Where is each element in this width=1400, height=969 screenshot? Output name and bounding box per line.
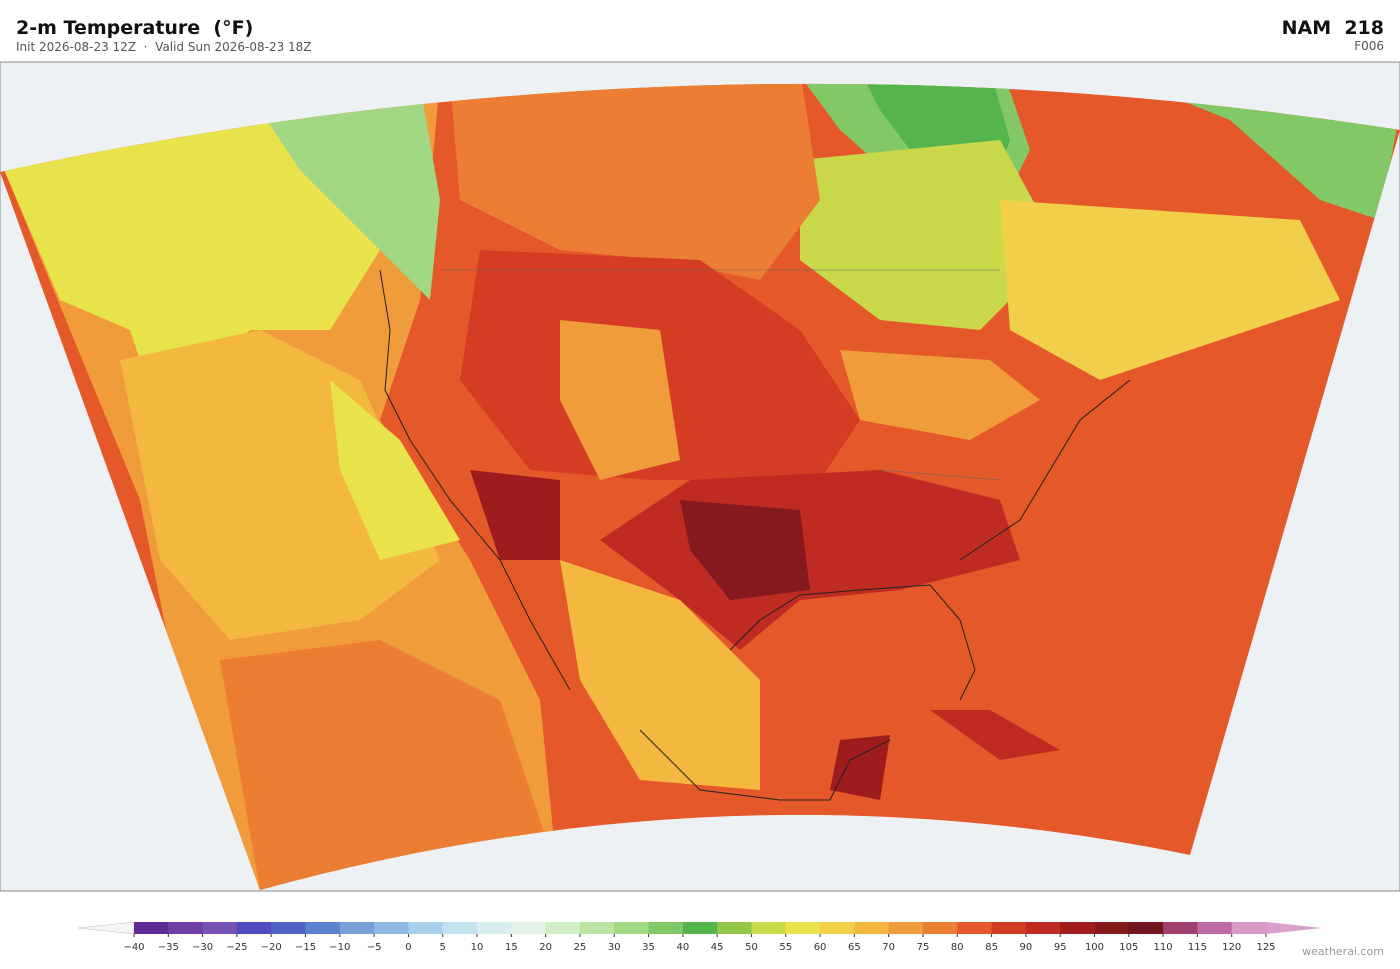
colorbar-segment xyxy=(168,922,204,934)
colorbar-segment xyxy=(579,922,615,934)
colorbar-over xyxy=(1266,922,1322,934)
colorbar-tick-label: −15 xyxy=(295,942,316,953)
colorbar-segment xyxy=(682,922,718,934)
colorbar-tick-label: 5 xyxy=(440,942,446,953)
colorbar: −40 −35 −30 −25 −20 −15 −10 −5 0 5 10 15 20 25 30 35 40 4… xyxy=(77,921,1322,953)
colorbar-segment xyxy=(922,922,958,934)
colorbar-tick-label: 30 xyxy=(608,942,621,953)
colorbar-segment xyxy=(236,922,272,934)
colorbar-segment xyxy=(305,922,341,934)
colorbar-tick-label: −10 xyxy=(329,942,350,953)
colorbar-tick-label: 95 xyxy=(1054,942,1067,953)
colorbar-segment xyxy=(1094,922,1130,934)
temperature-field xyxy=(0,83,1400,891)
colorbar-segment xyxy=(1231,922,1267,934)
colorbar-tick-label: 85 xyxy=(985,942,998,953)
colorbar-segment xyxy=(374,922,409,934)
colorbar-tick-label: 20 xyxy=(539,942,552,953)
colorbar-tick-label: 100 xyxy=(1085,942,1104,953)
colorbar-tick-label: 125 xyxy=(1256,942,1275,953)
colorbar-segment xyxy=(442,922,478,934)
forecast-hour: F006 xyxy=(1354,39,1384,53)
colorbar-tick-label: 50 xyxy=(745,942,758,953)
colorbar-segment xyxy=(888,922,924,934)
colorbar-segment xyxy=(339,922,375,934)
model-name: NAM 218 xyxy=(1282,17,1384,39)
colorbar-segment xyxy=(614,922,650,934)
colorbar-tick-label: 110 xyxy=(1154,942,1173,953)
colorbar-segment xyxy=(648,922,684,934)
colorbar-tick-label: 40 xyxy=(676,942,689,953)
colorbar-tick-label: 90 xyxy=(1020,942,1033,953)
colorbar-segment xyxy=(1197,922,1233,934)
colorbar-segment xyxy=(477,922,512,934)
colorbar-tick-label: −20 xyxy=(261,942,282,953)
colorbar-segment xyxy=(202,922,238,934)
colorbar-segment xyxy=(545,922,581,934)
colorbar-segment xyxy=(1163,922,1198,934)
colorbar-segment xyxy=(751,922,787,934)
colorbar-segment xyxy=(854,922,890,934)
colorbar-tick-label: 60 xyxy=(814,942,827,953)
colorbar-tick-label: 70 xyxy=(882,942,895,953)
colorbar-segment xyxy=(820,922,855,934)
colorbar-tick-label: 80 xyxy=(951,942,964,953)
colorbar-tick-label: 105 xyxy=(1119,942,1138,953)
colorbar-tick-label: −25 xyxy=(226,942,247,953)
coastlines xyxy=(379,269,1131,801)
colorbar-segment xyxy=(271,922,307,934)
colorbar-segment xyxy=(957,922,993,934)
colorbar-segment xyxy=(1025,922,1061,934)
colorbar-segment xyxy=(1128,922,1164,934)
colorbar-tick-label: −30 xyxy=(192,942,213,953)
colorbar-tick-label: 75 xyxy=(917,942,930,953)
colorbar-under xyxy=(77,921,135,935)
colorbar-tick-label: 10 xyxy=(471,942,484,953)
colorbar-tick-label: 65 xyxy=(848,942,861,953)
map xyxy=(0,61,1400,892)
colorbar-segment xyxy=(1060,922,1095,934)
colorbar-segment xyxy=(991,922,1027,934)
colorbar-segment xyxy=(785,922,821,934)
title: 2-m Temperature (°F) xyxy=(16,17,253,39)
colorbar-tick-label: −40 xyxy=(123,942,144,953)
colorbar-tick-label: 55 xyxy=(779,942,792,953)
colorbar-tick-label: −5 xyxy=(367,942,382,953)
colorbar-segment xyxy=(511,922,547,934)
colorbar-tick-label: 0 xyxy=(405,942,411,953)
colorbar-segment xyxy=(134,922,169,934)
colorbar-tick-label: 115 xyxy=(1188,942,1207,953)
colorbar-tick-label: 15 xyxy=(505,942,518,953)
colorbar-tick-label: 25 xyxy=(574,942,587,953)
colorbar-segment xyxy=(408,922,444,934)
subtitle: Init 2026-08-23 12Z · Valid Sun 2026-08-… xyxy=(16,40,312,54)
colorbar-tick-label: 35 xyxy=(642,942,655,953)
credit: weatherai.com xyxy=(1302,945,1384,958)
colorbar-tick-label: 45 xyxy=(711,942,724,953)
colorbar-tick-label: 120 xyxy=(1222,942,1241,953)
colorbar-segment xyxy=(717,922,752,934)
colorbar-tick-label: −35 xyxy=(158,942,179,953)
